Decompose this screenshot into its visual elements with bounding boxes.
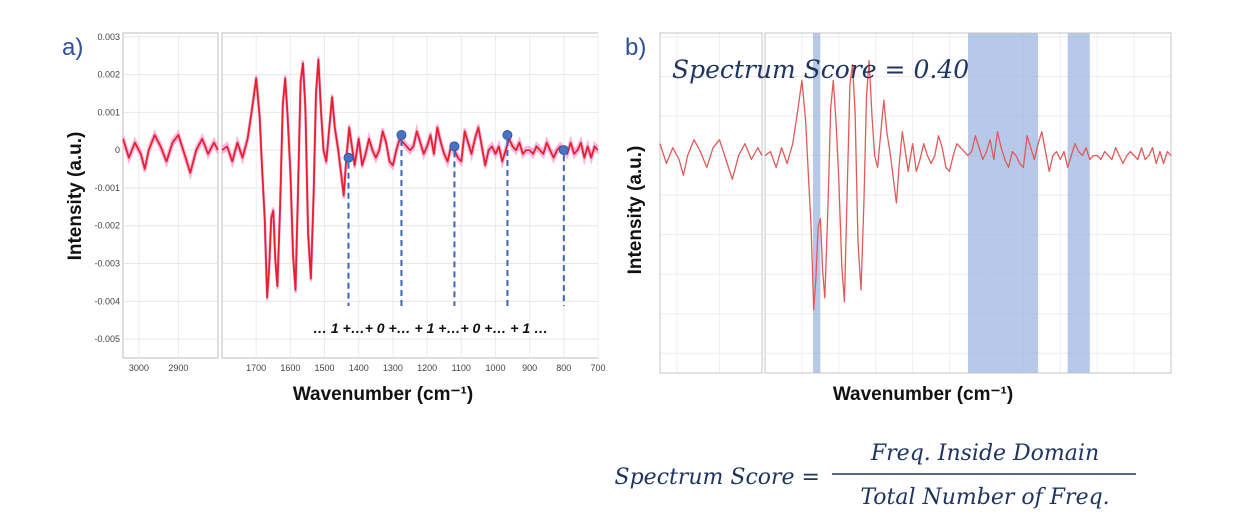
panel-a-x-tick-label: 900 <box>522 363 537 373</box>
formula-denominator: Total Number of Freq. <box>860 485 1109 510</box>
panel-a-x-label: Wavenumber (cm⁻¹) <box>293 384 473 405</box>
panel-b-y-label: Intensity (a.u.) <box>625 146 646 275</box>
panel-a-x-tick-label: 1300 <box>383 363 403 373</box>
panel-a-marker-point <box>396 130 407 141</box>
panel-a-y-tick-label: -0.005 <box>94 334 120 344</box>
panel-a-x-tick-label: 1000 <box>485 363 505 373</box>
panel-a-y-tick-label: 0.003 <box>97 32 120 42</box>
panel-a-y-tick-label: -0.002 <box>94 221 120 231</box>
panel-a-marker-point <box>558 145 569 156</box>
panel-a-y-tick-label: -0.004 <box>94 296 120 306</box>
panel-a-x-tick-label: 3000 <box>129 363 149 373</box>
panel-a-y-tick-label: 0 <box>115 145 120 155</box>
panel-a-band-lower <box>121 134 220 181</box>
panel-a-x-ticks: 3000 2900 1700 1600 1500 1400 1300 1200 1100 1000… <box>129 363 606 373</box>
panel-a-sequence-text: … 1 +…+ 0 +… + 1 +…+ 0 +… + 1 … <box>313 320 548 336</box>
panel-b-frame-right <box>764 32 1172 374</box>
panel-b-domain-band <box>968 33 1039 373</box>
panel-a-marker-point <box>343 152 354 163</box>
panel-a-grid <box>123 33 599 358</box>
panel-a-spectrum-line-left <box>122 134 219 174</box>
panel-b-highlight-bands <box>812 33 1090 373</box>
panel-a-y-tick-label: 0.001 <box>97 107 120 117</box>
panel-a-x-tick-label: 1200 <box>417 363 437 373</box>
panel-b-domain-band <box>1067 33 1090 373</box>
panel-a: a) 0.003 0.002 0.001 0 -0.001 -0.002 -0.003 -0.… <box>62 32 606 405</box>
panel-a-label: a) <box>62 34 83 61</box>
panel-a-marker-point <box>449 141 460 152</box>
panel-b-spectrum <box>659 60 1172 311</box>
panel-b-spectrum-line-left <box>659 139 763 180</box>
panel-a-y-ticks: 0.003 0.002 0.001 0 -0.001 -0.002 -0.003 -0.004… <box>94 32 120 344</box>
panel-a-y-tick-label: 0.002 <box>97 70 120 80</box>
panel-a-y-label: Intensity (a.u.) <box>65 132 86 261</box>
panel-a-band-upper <box>121 128 220 175</box>
panel-a-x-tick-label: 700 <box>590 363 605 373</box>
panel-a-x-tick-label: 1100 <box>452 363 471 373</box>
panel-b: b) Spectrum Score = 0.40 Intensity (a.u.… <box>625 32 1172 405</box>
panel-a-spectrum <box>122 58 599 299</box>
panel-a-frame-right <box>221 32 599 359</box>
panel-b-x-label: Wavenumber (cm⁻¹) <box>833 384 1013 405</box>
panel-a-x-tick-label: 1700 <box>246 363 266 373</box>
panel-a-y-tick-label: -0.003 <box>94 259 120 269</box>
panel-b-label: b) <box>625 34 646 61</box>
panel-b-frame-left <box>659 32 763 374</box>
panel-b-spectrum-line-right <box>764 60 1172 311</box>
panel-b-grid <box>660 33 1172 373</box>
panel-a-x-tick-label: 1600 <box>280 363 300 373</box>
formula-lhs: Spectrum Score = <box>615 465 820 490</box>
panel-a-x-tick-label: 2900 <box>168 363 188 373</box>
panel-a-x-tick-label: 800 <box>556 363 571 373</box>
panel-b-domain-band <box>812 33 821 373</box>
panel-a-x-tick-label: 1400 <box>349 363 369 373</box>
panel-a-frame-left <box>122 32 219 359</box>
panel-a-y-tick-label: -0.001 <box>94 183 120 193</box>
panel-a-marker-point <box>502 130 513 141</box>
score-formula: Spectrum Score = Freq. Inside Domain Tot… <box>615 441 1136 510</box>
panel-a-x-tick-label: 1500 <box>315 363 335 373</box>
panel-a-spectrum-line-right <box>221 58 599 299</box>
panel-b-score-annotation: Spectrum Score = 0.40 <box>672 55 969 84</box>
formula-numerator: Freq. Inside Domain <box>870 441 1099 466</box>
panel-a-markers <box>343 130 569 306</box>
